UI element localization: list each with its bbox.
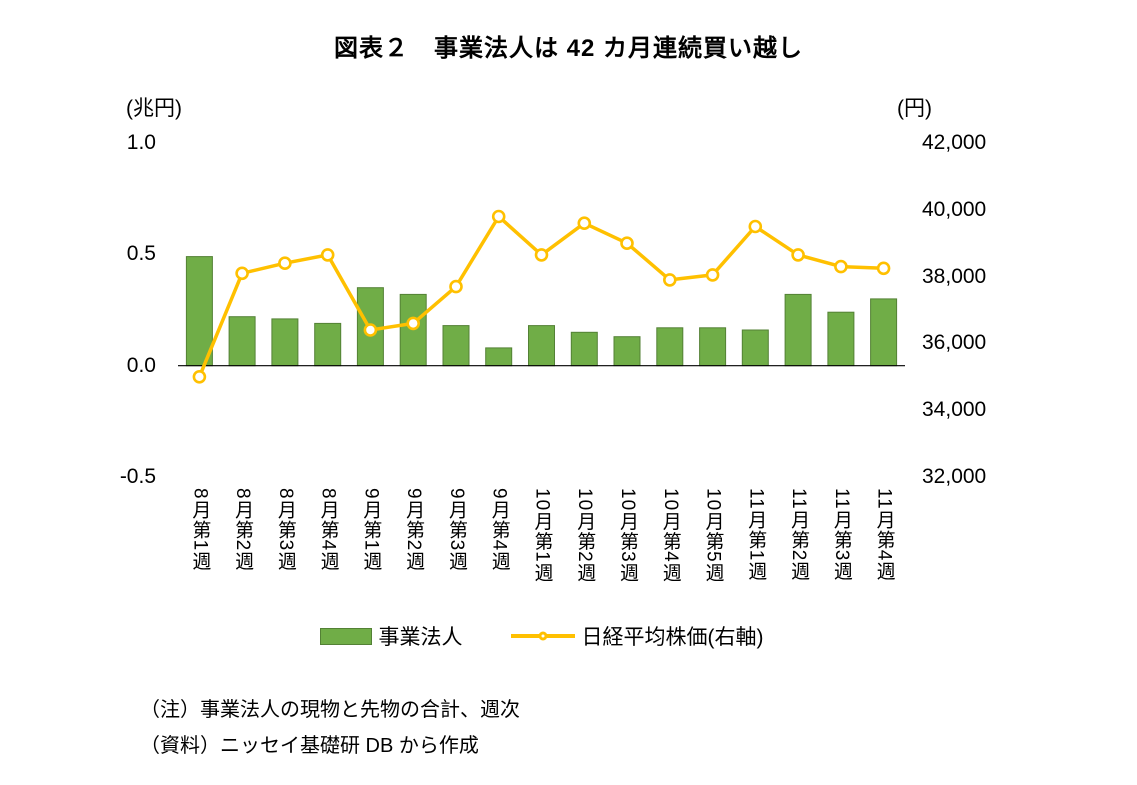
- right-axis-tick-label: 34,000: [922, 398, 987, 422]
- x-axis-label: 8月第1週: [189, 488, 211, 572]
- x-axis-label: 10月第1週: [531, 488, 553, 583]
- bar: [870, 298, 898, 367]
- bar: [570, 331, 598, 367]
- plot-area: [178, 209, 905, 384]
- bar: [314, 322, 342, 367]
- left-axis-tick-label: 0.0: [126, 353, 156, 377]
- x-axis-label: 9月第3週: [445, 488, 467, 572]
- right-axis-tick-label: 36,000: [922, 331, 987, 355]
- line-marker-icon: [363, 323, 378, 337]
- bar: [827, 311, 855, 367]
- note-line-1: （注）事業法人の現物と先物の合計、週次: [140, 699, 520, 721]
- bar: [228, 316, 256, 367]
- left-axis-tick-label: 1.0: [126, 131, 156, 154]
- x-axis-label: 8月第2週: [232, 488, 254, 572]
- bar: [699, 327, 727, 367]
- x-axis-label: 10月第5週: [702, 488, 724, 583]
- right-axis-tick-label: 38,000: [922, 264, 987, 288]
- line-marker-icon: [620, 236, 634, 250]
- x-axis-label: 11月第4週: [873, 488, 895, 582]
- x-axis-label: 9月第2週: [403, 488, 425, 572]
- right-axis-tick-label: 32,000: [922, 465, 987, 488]
- bar: [741, 329, 769, 367]
- right-axis-ticks: 42,000 40,000 38,000 36,000 34,000 32,000: [922, 0, 1032, 785]
- line-marker-icon: [449, 279, 463, 294]
- legend-label-bar: 事業法人: [378, 626, 463, 649]
- x-axis-label: 11月第3週: [830, 488, 852, 582]
- bar: [528, 325, 555, 367]
- x-axis-label: 11月第1週: [745, 488, 767, 582]
- legend-item-line: 日経平均株価(右軸): [510, 621, 764, 651]
- line-marker-icon: [192, 370, 207, 384]
- line-marker-icon: [538, 631, 547, 641]
- right-axis-unit: (円): [897, 97, 932, 120]
- x-axis-labels: 8月第1週 8月第2週 8月第3週 8月第4週 9月第1週 9月第2週 9月第3週 9月第4週…: [178, 488, 905, 628]
- line-marker-icon: [320, 248, 335, 262]
- line-marker-icon: [748, 219, 763, 234]
- line-marker-icon: [278, 256, 292, 270]
- line-marker-icon: [876, 261, 891, 276]
- line-marker-icon: [235, 266, 249, 281]
- chart-title: 図表２ 事業法人は 42 カ月連続買い越し: [333, 35, 804, 62]
- right-axis-tick-label: 42,000: [922, 131, 987, 154]
- line-marker-icon: [834, 259, 848, 274]
- note-line-2: （資料）ニッセイ基礎研 DB から作成: [140, 735, 479, 757]
- left-axis-unit: (兆円): [126, 97, 182, 120]
- line-marker-icon: [577, 216, 592, 230]
- x-axis-label: 8月第3週: [274, 488, 296, 572]
- bar: [185, 256, 213, 367]
- bar-series-swatch: [319, 627, 372, 645]
- left-axis-tick-label: 0.5: [126, 242, 156, 266]
- x-axis-label: 8月第4週: [317, 488, 339, 572]
- legend: 事業法人 日経平均株価(右軸): [178, 622, 905, 650]
- left-axis-tick-label: -0.5: [119, 465, 156, 488]
- legend-label-line: 日経平均株価(右軸): [581, 626, 764, 649]
- left-axis-ticks: 1.0 0.5 0.0 -0.5: [88, 0, 156, 785]
- legend-item-bar: 事業法人: [319, 621, 463, 651]
- line-marker-icon: [406, 316, 420, 331]
- right-axis-tick-label: 40,000: [922, 197, 987, 221]
- line-marker-icon: [662, 273, 677, 287]
- bar: [613, 336, 641, 367]
- line-marker-icon: [705, 268, 720, 282]
- bar: [442, 325, 470, 367]
- line-series-swatch: [510, 631, 575, 641]
- line-marker-icon: [791, 248, 805, 262]
- bar: [784, 293, 812, 367]
- x-axis-label: 9月第1週: [360, 488, 382, 572]
- x-axis-label: 10月第2週: [574, 488, 596, 583]
- x-axis-label: 10月第4週: [659, 488, 681, 583]
- bar: [271, 318, 299, 367]
- x-axis-label: 11月第2週: [788, 488, 810, 582]
- bar: [485, 347, 513, 367]
- bar: [656, 327, 684, 367]
- line-marker-icon: [534, 248, 549, 262]
- x-axis-label: 10月第3週: [617, 488, 638, 583]
- x-axis-label: 9月第4週: [488, 488, 510, 572]
- line-marker-icon: [491, 209, 506, 224]
